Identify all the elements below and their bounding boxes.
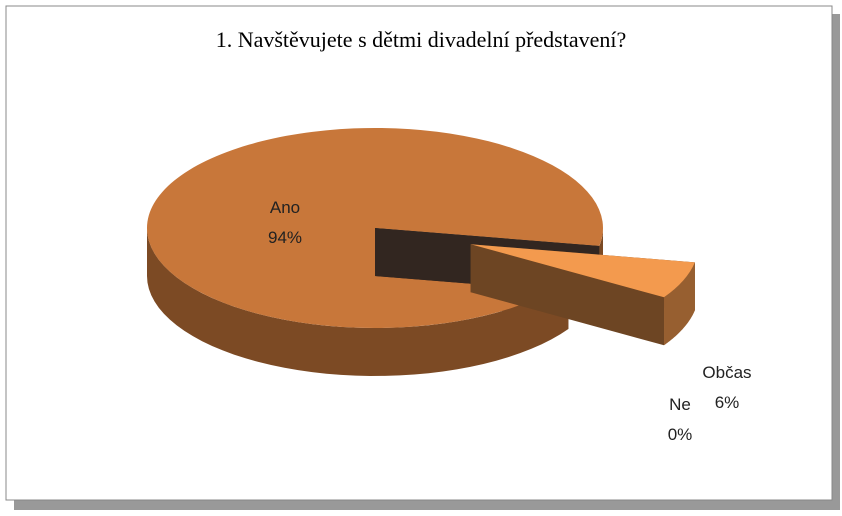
slice-label: Ano bbox=[270, 198, 300, 217]
chart-title: 1. Navštěvujete s dětmi divadelní předst… bbox=[216, 27, 627, 52]
slice-top bbox=[470, 244, 695, 298]
slice-label: Ne bbox=[669, 395, 691, 414]
slice-value: 94% bbox=[268, 228, 302, 247]
slice-side bbox=[147, 228, 569, 376]
slice-value: 0% bbox=[668, 425, 693, 444]
slice-side bbox=[664, 262, 695, 346]
pie-slice bbox=[470, 244, 695, 346]
slice-face bbox=[470, 244, 665, 346]
slice-value: 6% bbox=[715, 393, 740, 412]
pie bbox=[147, 127, 695, 376]
slice-label: Občas bbox=[702, 363, 751, 382]
